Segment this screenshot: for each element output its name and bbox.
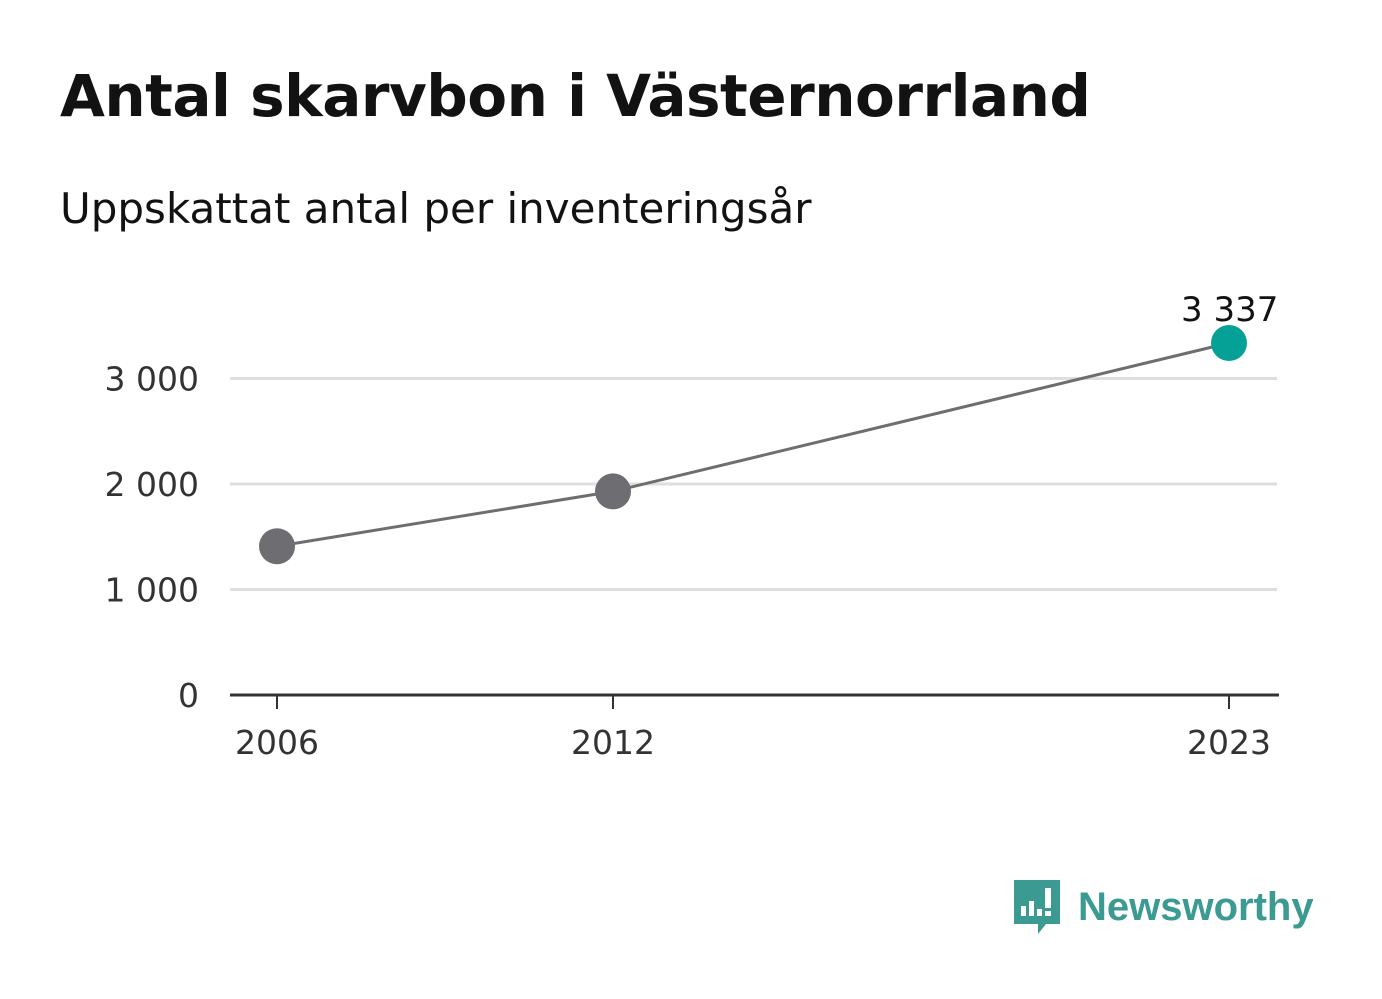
brand-logo: Newsworthy [1012,876,1314,938]
x-tick-label: 2006 [235,723,319,762]
gridlines [230,377,1277,592]
data-point [595,473,631,510]
data-label: 3 337 [1181,290,1278,330]
series-line [276,341,1230,548]
x-axis-ticks: 2006 2012 2023 [235,695,1271,762]
data-points [259,325,1247,565]
y-tick-label: 0 [178,676,199,715]
y-tick-label: 1 000 [105,571,199,610]
y-axis-tick-labels: 0 1 000 2 000 3 000 [105,360,199,715]
y-tick-label: 2 000 [105,465,199,504]
chart-subtitle: Uppskattat antal per inventeringsår [60,184,812,233]
data-labels: 3 337 [1181,290,1278,330]
y-tick-label: 3 000 [105,360,199,399]
brand-name: Newsworthy [1078,884,1314,929]
data-point [1211,325,1247,361]
x-tick-label: 2023 [1187,723,1271,762]
data-point [259,528,295,565]
chart-title: Antal skarvbon i Västernorrland [60,62,1091,130]
x-tick-label: 2012 [571,723,655,762]
newsworthy-logo-icon [1014,880,1060,934]
